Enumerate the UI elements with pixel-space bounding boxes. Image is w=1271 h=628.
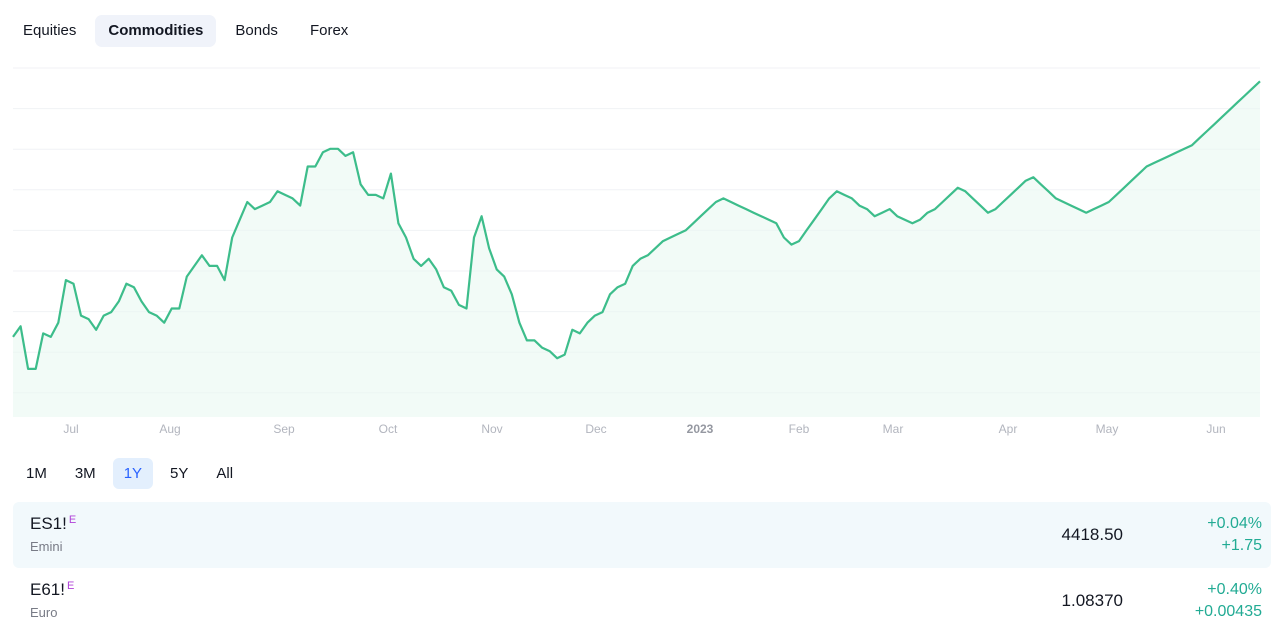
price-line <box>12 80 1261 370</box>
range-5y-button[interactable]: 5Y <box>170 465 189 482</box>
x-axis-tick-label: Dec <box>585 422 606 436</box>
range-1m-button[interactable]: 1M <box>26 465 47 482</box>
symbol-ticker: ES1! E <box>30 514 76 534</box>
price-chart-svg[interactable]: Jul Aug Sep Oct Nov Dec 2023 Feb Mar Apr May Jun <box>0 50 1271 450</box>
symbol-list: ES1! E Emini 4418.50 +0.04% +1.75 E61! E E… <box>13 502 1271 628</box>
range-1y-button[interactable]: 1Y <box>112 458 154 489</box>
symbol-row-es1[interactable]: ES1! E Emini 4418.50 +0.04% +1.75 <box>13 502 1271 568</box>
x-axis-tick-label: Mar <box>883 422 904 436</box>
x-axis-tick-label: Feb <box>789 422 810 436</box>
range-all-button[interactable]: All <box>216 465 234 482</box>
symbol-row-e61[interactable]: E61! E Euro 1.08370 +0.40% +0.00435 <box>13 568 1271 628</box>
symbol-change-absolute: +0.00435 <box>1194 603 1262 620</box>
exchange-badge: E <box>68 514 77 526</box>
symbol-change-percent: +0.40% <box>1207 581 1262 598</box>
x-axis-tick-label: Aug <box>159 422 180 436</box>
x-axis-tick-label: Apr <box>999 422 1018 436</box>
price-area-fill <box>13 81 1260 418</box>
x-axis-tick-label: Jun <box>1206 422 1225 436</box>
exchange-badge: E <box>66 580 75 592</box>
symbol-change-absolute: +1.75 <box>1221 537 1262 554</box>
symbol-ticker: E61! E <box>30 580 74 600</box>
x-axis-tick-label: May <box>1096 422 1119 436</box>
range-3m-button[interactable]: 3M <box>74 465 96 482</box>
x-axis-tick-label: 2023 <box>687 422 714 436</box>
symbol-ticker-text: E61! <box>30 580 65 599</box>
symbol-price: 1.08370 <box>1061 591 1123 610</box>
tab-commodities[interactable]: Commodities <box>95 15 217 47</box>
symbol-price: 4418.50 <box>1061 525 1123 544</box>
tab-bonds[interactable]: Bonds <box>235 22 278 39</box>
tab-equities[interactable]: Equities <box>23 22 77 39</box>
x-axis-tick-label: Jul <box>63 422 78 436</box>
symbol-ticker-text: ES1! <box>30 514 67 533</box>
symbol-description: Emini <box>30 539 63 554</box>
symbol-change-percent: +0.04% <box>1207 515 1262 532</box>
x-axis-tick-label: Sep <box>273 422 295 436</box>
asset-class-tabs: Equities Commodities Bonds Forex <box>10 15 361 47</box>
time-range-selector: 1M 3M 1Y 5Y All <box>15 458 244 489</box>
symbol-description: Euro <box>30 605 58 620</box>
price-chart[interactable]: Jul Aug Sep Oct Nov Dec 2023 Feb Mar Apr May Jun <box>0 50 1271 450</box>
x-axis-tick-label: Oct <box>379 422 398 436</box>
x-axis-tick-label: Nov <box>481 422 502 436</box>
tab-forex[interactable]: Forex <box>309 22 349 39</box>
